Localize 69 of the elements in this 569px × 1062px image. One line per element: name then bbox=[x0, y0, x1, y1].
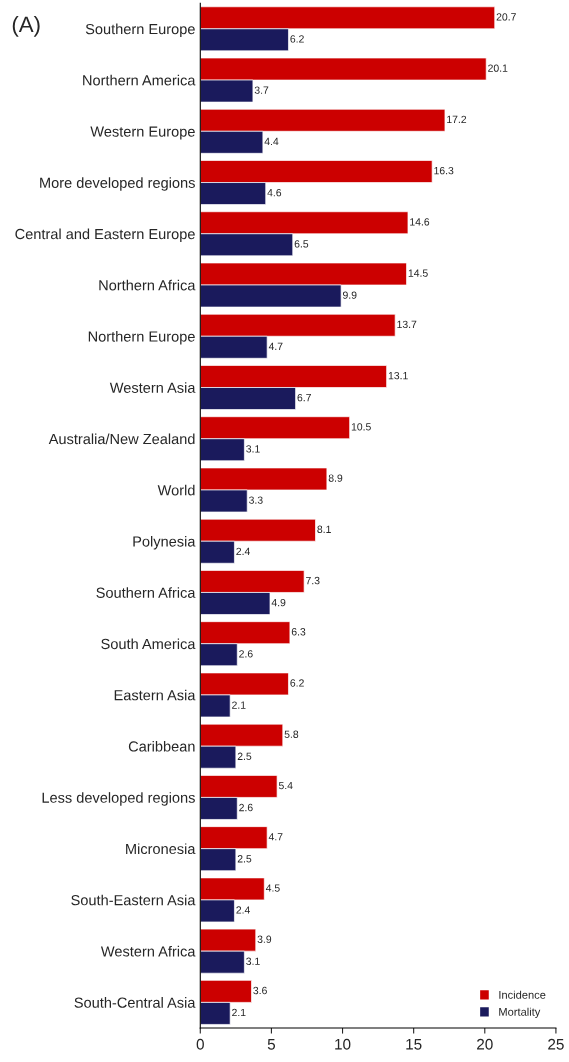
x-tick-label: 5 bbox=[267, 1038, 276, 1050]
x-tick-label: 25 bbox=[548, 1038, 564, 1050]
data-label: 14.5 bbox=[408, 269, 428, 277]
data-label: 5.8 bbox=[284, 730, 299, 738]
data-label: 13.7 bbox=[397, 320, 417, 329]
data-label: 2.4 bbox=[236, 906, 250, 914]
data-label: 14.6 bbox=[410, 218, 430, 226]
data-label: 20.1 bbox=[488, 64, 508, 72]
y-tick-label: Caribbean bbox=[128, 740, 195, 752]
y-tick-label: World bbox=[157, 484, 195, 496]
y-tick-label: Northern America bbox=[83, 74, 196, 86]
y-tick-label: Western Europe bbox=[90, 126, 195, 140]
data-label: 3.3 bbox=[249, 496, 263, 504]
y-tick-label: Central and Eastern Europe bbox=[15, 228, 195, 243]
y-tick-label: South-Central Asia bbox=[74, 997, 196, 1008]
data-label: 8.1 bbox=[317, 525, 331, 533]
data-label: 2.4 bbox=[236, 547, 250, 555]
y-tick-label: More developed regions bbox=[40, 177, 195, 191]
x-tick-label: 15 bbox=[406, 1038, 422, 1050]
data-label: 4.5 bbox=[265, 884, 280, 892]
data-label: 2.6 bbox=[239, 803, 253, 812]
y-tick-label: Southern Europe bbox=[85, 23, 195, 38]
data-label: 2.1 bbox=[232, 1008, 246, 1017]
y-tick-label: Northern Europe bbox=[88, 330, 195, 345]
data-label: 4.9 bbox=[271, 598, 286, 607]
data-label: 3.6 bbox=[253, 986, 267, 995]
y-tick-label: Eastern Asia bbox=[114, 689, 196, 701]
y-tick-label: South America bbox=[101, 638, 196, 650]
data-label: 13.1 bbox=[388, 371, 408, 380]
data-label: 7.3 bbox=[306, 576, 320, 585]
y-tick-label: Polynesia bbox=[133, 535, 196, 550]
data-label: 16.3 bbox=[434, 166, 454, 175]
y-tick-label: Western Asia bbox=[109, 382, 196, 393]
data-label: 9.9 bbox=[342, 291, 357, 299]
y-tick-label: Micronesia bbox=[126, 843, 196, 855]
x-tick-label: 10 bbox=[335, 1038, 351, 1050]
x-tick-label: 0 bbox=[196, 1038, 204, 1050]
data-label: 8.9 bbox=[328, 474, 343, 482]
y-tick-label: Less developed regions bbox=[42, 792, 195, 806]
data-label: 2.5 bbox=[237, 752, 252, 760]
data-label: 6.7 bbox=[297, 393, 311, 402]
data-label: 3.1 bbox=[246, 957, 260, 965]
data-label: 17.2 bbox=[447, 115, 467, 123]
y-tick-label: Northern Africa bbox=[99, 279, 196, 291]
x-tick-label: 20 bbox=[477, 1038, 493, 1050]
y-tick-label: Australia/New Zealand bbox=[48, 433, 195, 445]
data-label: 20.7 bbox=[496, 13, 516, 21]
data-label: 4.7 bbox=[268, 342, 283, 350]
data-label: 5.4 bbox=[278, 781, 293, 790]
data-label: 4.7 bbox=[268, 833, 283, 841]
data-label: 6.3 bbox=[291, 628, 306, 636]
data-label: 3.1 bbox=[246, 445, 260, 453]
y-tick-label: Western Africa bbox=[100, 945, 196, 957]
data-label: 3.7 bbox=[254, 86, 269, 94]
y-tick-label: South-Eastern Asia bbox=[71, 894, 196, 906]
y-tick-label: Southern Africa bbox=[96, 587, 196, 598]
data-label: 4.6 bbox=[267, 188, 282, 197]
data-label: 6.2 bbox=[290, 35, 304, 43]
legend-label: Mortality bbox=[499, 1007, 541, 1019]
data-label: 2.6 bbox=[239, 650, 253, 658]
data-label: 6.2 bbox=[290, 679, 304, 687]
data-label: 10.5 bbox=[351, 423, 371, 431]
data-label: 2.1 bbox=[232, 701, 246, 709]
data-label: 6.5 bbox=[294, 240, 309, 248]
data-label: 4.4 bbox=[264, 137, 279, 145]
data-label: 2.5 bbox=[237, 855, 252, 863]
text: (A) bbox=[12, 15, 40, 37]
legend-label: Incidence bbox=[499, 990, 546, 999]
data-label: 3.9 bbox=[257, 935, 272, 943]
